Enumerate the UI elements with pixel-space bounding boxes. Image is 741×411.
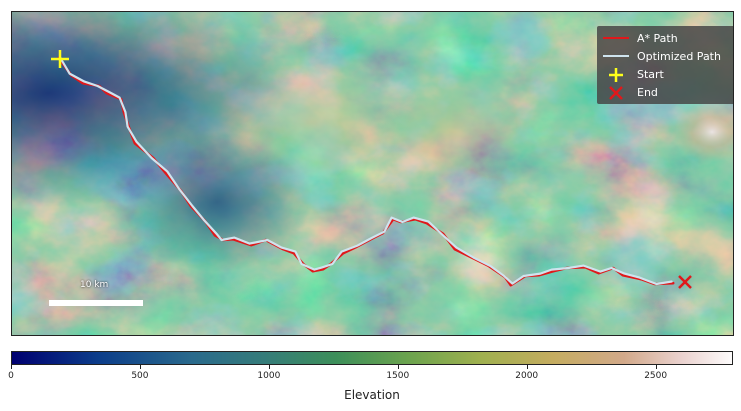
elevation-map: A* Path Optimized Path Start End 10 km	[11, 11, 734, 336]
legend-label-astar: A* Path	[637, 31, 678, 45]
colorbar-tick-label: 500	[131, 371, 149, 381]
colorbar-tick	[139, 365, 141, 369]
map-legend: A* Path Optimized Path Start End	[597, 26, 733, 104]
colorbar-tick-label: 2500	[644, 371, 668, 381]
legend-item-start: Start	[603, 65, 664, 83]
colorbar-tick	[268, 365, 270, 369]
scale-bar	[49, 300, 143, 306]
colorbar-tick-label: 1500	[386, 371, 410, 381]
legend-label-optimized: Optimized Path	[637, 49, 721, 63]
start-marker	[51, 50, 69, 68]
colorbar-tick	[526, 365, 528, 369]
light-blue-line-icon	[603, 49, 629, 63]
plus-icon	[603, 67, 629, 82]
legend-item-end: End	[603, 83, 658, 101]
legend-label-end: End	[637, 85, 658, 99]
legend-item-optimized: Optimized Path	[603, 47, 721, 65]
colorbar-tick	[397, 365, 399, 369]
red-line-icon	[603, 31, 629, 45]
end-marker	[678, 275, 692, 289]
x-cross-icon	[603, 85, 629, 100]
colorbar-tick-label: 1000	[257, 371, 281, 381]
colorbar-title: Elevation	[344, 388, 400, 402]
elevation-colorbar	[11, 351, 733, 365]
colorbar-tick	[655, 365, 657, 369]
legend-label-start: Start	[637, 67, 664, 81]
legend-item-astar: A* Path	[603, 29, 678, 47]
colorbar-tick-label: 0	[8, 371, 14, 381]
colorbar-tick-label: 2000	[515, 371, 539, 381]
colorbar-tick	[11, 365, 12, 369]
scale-bar-label: 10 km	[80, 280, 109, 290]
optimized-path	[59, 56, 673, 286]
